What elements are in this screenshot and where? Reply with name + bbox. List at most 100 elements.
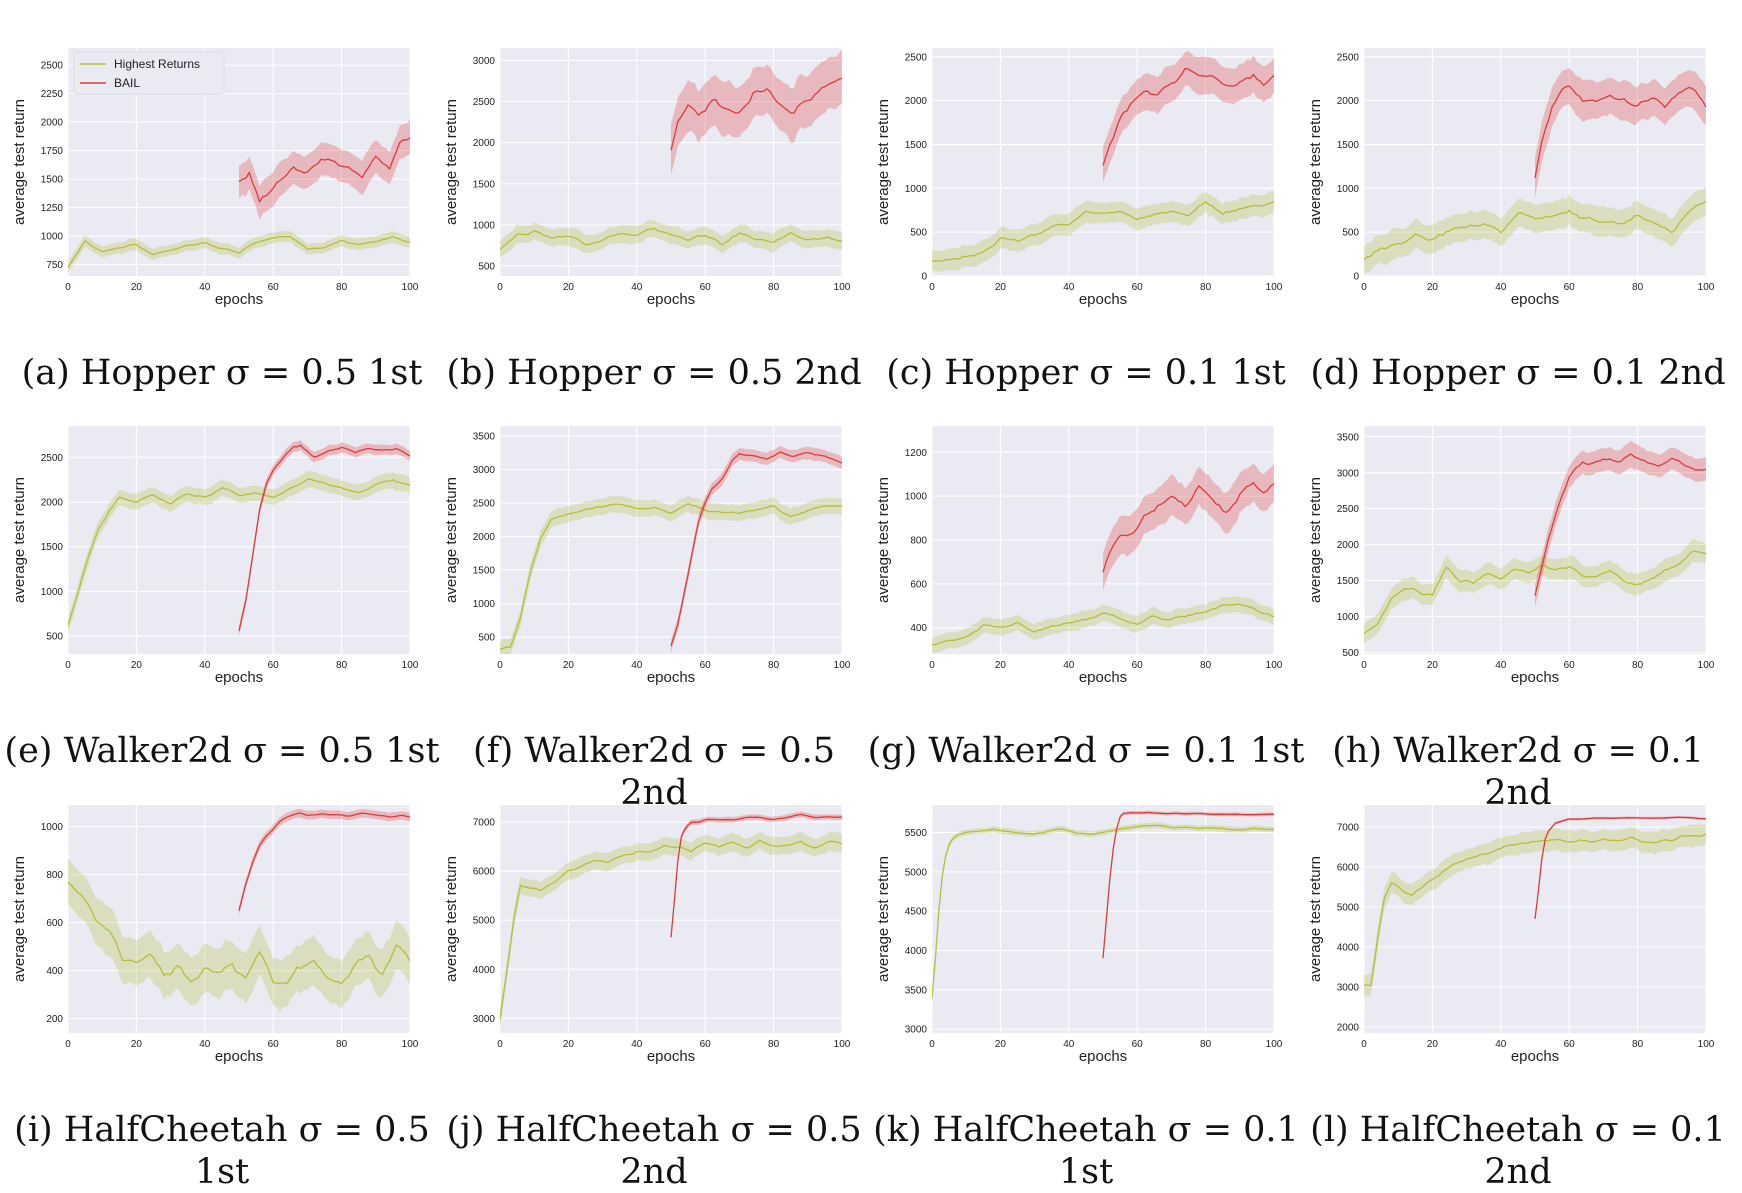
chart-svg-l: 0 20 40 60 80 100 2000 3000 4000 5000 6000 7000 epoc… [1307, 805, 1715, 1065]
x-tick-label: 20 [995, 1039, 1007, 1050]
line-highest-returns [932, 200, 1274, 262]
x-tick-label: 20 [995, 282, 1007, 293]
y-tick-label: 2000 [473, 532, 496, 543]
y-tick-label: 3000 [473, 56, 496, 67]
plot-area [68, 805, 410, 1033]
y-tick-label: 6000 [1337, 863, 1360, 874]
y-tick-label: 1250 [41, 203, 64, 214]
x-axis-label: epochs [647, 291, 695, 308]
subfigure-caption: (b) Hopper σ = 0.5 2nd [446, 353, 862, 393]
x-tick-label: 100 [402, 282, 419, 293]
y-tick-label: 2000 [41, 118, 64, 129]
y-tick-label: 0 [1353, 272, 1359, 283]
y-tick-label: 1000 [41, 822, 64, 833]
x-tick-label: 100 [834, 282, 851, 293]
y-tick-label: 2000 [905, 96, 928, 107]
x-tick-label: 40 [631, 660, 643, 671]
x-tick-label: 60 [700, 282, 712, 293]
line-highest-returns [1364, 550, 1706, 635]
series-group [68, 440, 410, 637]
x-axis-label: epochs [647, 1048, 695, 1065]
y-tick-label: 800 [46, 870, 63, 881]
y-tick-label: 3000 [473, 465, 496, 476]
chart-panel-e: 0 20 40 60 80 100 500 1000 1500 2000 2500 epochs ave… [2, 412, 440, 772]
x-tick-label: 80 [1200, 282, 1212, 293]
x-tick-label: 80 [336, 1039, 348, 1050]
y-tick-label: 3500 [473, 432, 496, 443]
x-tick-label: 40 [631, 1039, 643, 1050]
line-bail [1102, 811, 1274, 959]
chart-panel-b: 0 20 40 60 80 100 500 1000 1500 2000 2500 3000 epoch… [434, 34, 864, 394]
x-tick-label: 40 [199, 660, 211, 671]
chart-panel-l: 0 20 40 60 80 100 2000 3000 4000 5000 6000 7000 epoc… [1298, 791, 1728, 1192]
band-bail [1103, 463, 1274, 591]
y-axis-label: average test return [875, 99, 892, 225]
y-tick-label: 1000 [1337, 184, 1360, 195]
y-tick-label: 500 [478, 262, 495, 273]
line-bail [238, 137, 410, 204]
subfigure-caption: (g) Walker2d σ = 0.1 1st [867, 731, 1305, 771]
series-group [932, 463, 1274, 654]
line-highest-returns [68, 478, 410, 626]
y-axis-label: average test return [11, 477, 28, 603]
chart-svg-d: 0 20 40 60 80 10005001000150020002500epochsav… [1307, 48, 1715, 308]
chart-panel-h: 0 20 40 60 80 100 500 1000 1500 2000 2500 3000 3500 e… [1298, 412, 1728, 813]
x-tick-label: 100 [834, 1039, 851, 1050]
y-tick-label: 4000 [473, 965, 496, 976]
band-highest-returns [932, 596, 1274, 654]
x-tick-label: 20 [995, 660, 1007, 671]
x-tick-label: 60 [700, 1039, 712, 1050]
plot-area [500, 48, 842, 276]
x-tick-label: 0 [1361, 282, 1367, 293]
line-bail [238, 812, 410, 911]
y-tick-label: 500 [478, 633, 495, 644]
x-tick-label: 0 [65, 282, 71, 293]
series-group [1364, 68, 1706, 273]
chart-svg-h: 0 20 40 60 80 100 500 1000 1500 2000 2500 3000 3500 e… [1307, 426, 1715, 686]
chart-panel-c: 0 20 40 60 80 100 0 500 1000 1500 2000 2500 epochs av… [866, 34, 1296, 394]
x-tick-label: 100 [1698, 282, 1715, 293]
y-tick-label: 2000 [473, 138, 496, 149]
x-tick-label: 100 [834, 660, 851, 671]
y-tick-label: 200 [46, 1014, 63, 1025]
x-tick-label: 80 [1200, 1039, 1212, 1050]
y-tick-label: 1500 [41, 175, 64, 186]
x-tick-label: 80 [768, 660, 780, 671]
chart-panel-f: 0 20 40 60 80 100 500 1000 1500 2000 2500 3000 3500 e… [434, 412, 864, 813]
y-tick-label: 1000 [905, 492, 928, 503]
y-tick-label: 1000 [41, 232, 64, 243]
plot-area [500, 805, 842, 1033]
y-tick-label: 2000 [1337, 96, 1360, 107]
x-tick-label: 20 [563, 660, 575, 671]
subfigure-caption: (d) Hopper σ = 0.1 2nd [1310, 353, 1726, 393]
y-axis-label: average test return [11, 856, 28, 982]
x-axis-label: epochs [215, 669, 263, 686]
y-tick-label: 1500 [1337, 140, 1360, 151]
x-tick-label: 40 [199, 282, 211, 293]
chart-panel-k: 0 20 40 60 80 100 3000 3500 4000 4500 5000 5500 epoc… [866, 791, 1299, 1192]
x-tick-label: 0 [929, 282, 935, 293]
x-tick-label: 80 [1632, 282, 1644, 293]
band-highest-returns [500, 830, 842, 1029]
x-tick-label: 60 [268, 1039, 280, 1050]
y-tick-label: 5500 [905, 828, 928, 839]
y-tick-label: 600 [910, 579, 927, 590]
chart-panel-j: 0 20 40 60 80 100 3000 4000 5000 6000 7000 epochs av… [434, 791, 864, 1192]
y-axis-label: average test return [443, 477, 460, 603]
plot-area [500, 426, 842, 654]
x-tick-label: 60 [268, 660, 280, 671]
line-bail [1102, 67, 1274, 166]
x-axis-label: epochs [215, 1048, 263, 1065]
y-axis-label: average test return [1307, 99, 1324, 225]
x-tick-label: 20 [131, 282, 143, 293]
plot-area [932, 48, 1274, 276]
line-bail [670, 813, 842, 938]
y-tick-label: 2000 [1337, 1023, 1360, 1034]
y-tick-label: 1000 [1337, 612, 1360, 623]
subfigure-caption: (h) Walker2d σ = 0.1 2nd [1332, 731, 1704, 813]
x-axis-label: epochs [1079, 1048, 1127, 1065]
line-highest-returns [1364, 200, 1706, 261]
x-tick-label: 40 [1063, 660, 1075, 671]
x-tick-label: 100 [402, 660, 419, 671]
chart-svg-c: 0 20 40 60 80 10005001000150020002500epochsav… [875, 48, 1283, 308]
